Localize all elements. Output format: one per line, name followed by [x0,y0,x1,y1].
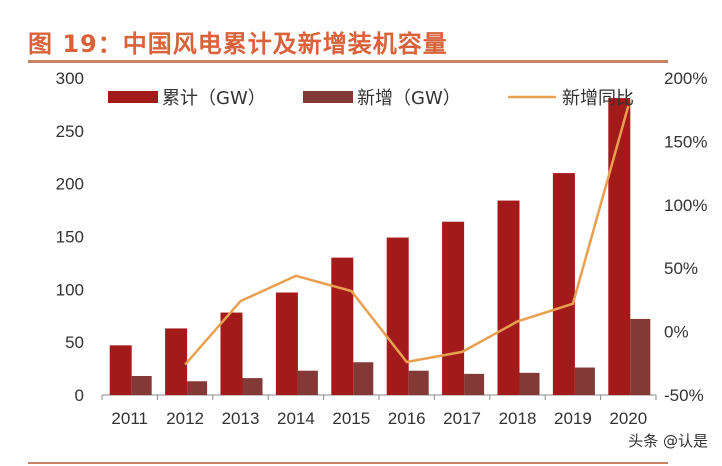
x-tick-label: 2011 [111,409,148,428]
y-left-tick-label: 250 [56,122,84,141]
bar-new [519,372,540,395]
bar-cumulative [497,200,520,395]
x-tick-label: 2015 [332,409,370,428]
y-right-tick-label: 50% [664,259,698,278]
title-divider [28,60,668,63]
y-left-tick-label: 50 [65,333,84,352]
y-left-tick-label: 100 [56,280,84,299]
x-tick-label: 2018 [499,409,537,428]
x-tick-label: 2017 [443,409,481,428]
bar-new [574,367,595,395]
bar-cumulative [275,292,298,395]
bar-cumulative [386,237,409,395]
x-tick-label: 2012 [166,409,204,428]
bar-new [187,381,208,395]
bar-new [408,370,429,395]
chart-title: 图 19：中国风电累计及新增装机容量 [28,30,448,58]
bar-cumulative [608,98,631,396]
bar-new [297,370,318,395]
y-right-tick-label: 200% [664,69,707,88]
legend-label-yoy: 新增同比 [562,88,634,109]
x-tick-label: 2016 [388,409,426,428]
x-tick-label: 2019 [554,409,592,428]
legend-label-new: 新增（GW） [357,88,461,109]
bar-cumulative [331,257,354,395]
bar-new [353,362,374,395]
y-left-tick-label: 150 [56,228,84,247]
x-tick-label: 2013 [222,409,260,428]
watermark: 头条 @认是 [628,432,708,450]
legend-swatch-new [303,91,353,103]
bar-new [242,378,263,395]
bar-cumulative [109,345,132,395]
bar-cumulative [552,173,575,395]
y-right-tick-label: -50% [664,386,704,405]
bar-cumulative [165,328,188,395]
bottom-divider [28,462,668,464]
bar-new [131,375,152,395]
bar-new [464,373,485,395]
y-right-tick-label: 0% [664,323,689,342]
bar-new [630,318,651,395]
legend-label-cumulative: 累计（GW） [162,88,266,109]
y-left-tick-label: 0 [75,386,84,405]
x-tick-label: 2020 [609,409,647,428]
bar-cumulative [220,312,243,395]
y-right-tick-label: 150% [664,132,707,151]
bar-cumulative [442,221,465,395]
x-tick-label: 2014 [277,409,315,428]
y-left-tick-label: 300 [56,69,84,88]
legend-swatch-cumulative [108,91,158,103]
y-right-tick-label: 100% [664,196,707,215]
y-left-tick-label: 200 [56,175,84,194]
